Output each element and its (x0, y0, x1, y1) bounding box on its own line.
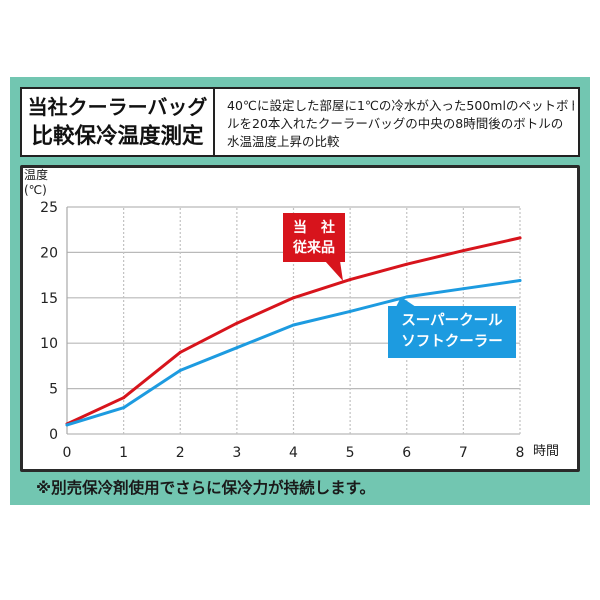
y-tick-label: 15 (40, 291, 58, 307)
y-tick-label: 10 (40, 336, 58, 352)
y-axis-label-line-2: (℃) (24, 183, 47, 197)
series-1-point (518, 279, 522, 282)
x-tick-label: 2 (176, 445, 185, 461)
description-line-1: 40℃に設定した部屋に1℃の冷水が入った500mlのペットボト (227, 98, 574, 113)
title-block: 当社クーラーバッグ 比較保冷温度測定 (22, 89, 215, 155)
series-0-point (235, 321, 239, 325)
x-tick-label: 1 (119, 445, 128, 461)
series-0-point (348, 278, 352, 282)
chart-series (65, 236, 522, 427)
series-0-point (178, 350, 182, 354)
series-0-point (292, 296, 295, 300)
title-line-2: 比較保冷温度測定 (31, 124, 204, 149)
y-tick-label: 5 (49, 382, 58, 398)
series-1-callout-pointer (396, 297, 416, 307)
series-1-callout-label: スーパークール ソフトクーラー (388, 306, 516, 358)
chart-tick-labels: 0 5 10 15 20 25 0 1 2 3 4 5 6 7 8 (40, 200, 524, 461)
x-tick-label: 5 (346, 445, 355, 461)
series-1-point (122, 406, 126, 410)
title-line-1: 当社クーラーバッグ (27, 95, 208, 119)
y-axis-label-line-1: 温度 (24, 168, 49, 182)
series-1-point (405, 295, 409, 299)
series-0-point (461, 249, 465, 253)
series-1-point (292, 323, 295, 327)
series-0-callout-label: 当 社 従来品 (283, 213, 345, 262)
series-0-point (518, 236, 522, 240)
series-0-point (405, 262, 409, 266)
series-1-point (65, 423, 69, 427)
series-1-label-line-2: ソフトクーラー (401, 334, 503, 350)
description-line-3: 水温温度上昇の比較 (227, 134, 340, 149)
x-tick-label: 6 (402, 445, 411, 461)
y-tick-label: 25 (40, 200, 58, 216)
y-tick-label: 20 (40, 245, 58, 261)
series-0-label-line-1: 当 社 (293, 219, 335, 236)
y-tick-label: 0 (49, 427, 58, 443)
x-tick-label: 4 (289, 445, 298, 461)
x-axis-label: 時間 (533, 444, 560, 459)
header-box: 当社クーラーバッグ 比較保冷温度測定 40℃に設定した部屋に1℃の冷水が入った5… (20, 87, 580, 157)
x-tick-label: 8 (516, 445, 525, 461)
series-0-label-line-2: 従来品 (293, 239, 335, 256)
x-tick-label: 7 (459, 445, 468, 461)
series-1-point (178, 368, 182, 372)
series-1-point (461, 287, 465, 291)
description-block: 40℃に設定した部屋に1℃の冷水が入った500mlのペットボト ルを20本入れた… (227, 97, 574, 151)
y-axis-label: 温度 (℃) (24, 168, 48, 198)
series-1-label-line-1: スーパークール (401, 313, 503, 329)
series-1-point (348, 309, 352, 313)
series-0-point (122, 396, 126, 400)
x-tick-label: 3 (232, 445, 241, 461)
series-0-callout-pointer (325, 261, 343, 281)
footer-note: ※別売保冷剤使用でさらに保冷力が持続します。 (36, 479, 376, 497)
description-line-2: ルを20本入れたクーラーバッグの中央の8時間後のボトルの (227, 116, 564, 131)
series-1-point (235, 346, 239, 350)
x-tick-label: 0 (63, 445, 72, 461)
